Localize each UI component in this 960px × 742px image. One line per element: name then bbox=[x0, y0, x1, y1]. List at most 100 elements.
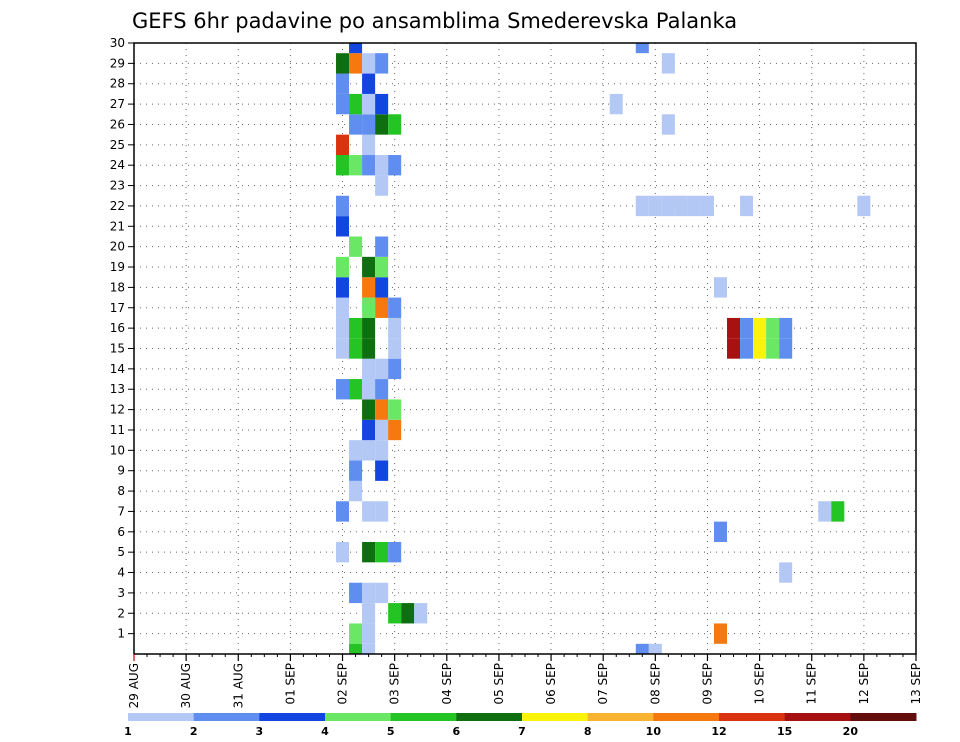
heatmap-cell bbox=[349, 93, 363, 115]
x-tick-label: 03 SEP bbox=[388, 663, 402, 705]
heatmap-cell bbox=[362, 358, 376, 380]
colorbar: 1 2 3 4 5 6 7 8 10 12 15 20 bbox=[124, 713, 917, 738]
heatmap-cell bbox=[362, 277, 376, 298]
heatmap-cell bbox=[740, 317, 754, 339]
heatmap-cell bbox=[648, 643, 662, 654]
heatmap-cell bbox=[375, 175, 389, 196]
heatmap-cell bbox=[375, 419, 389, 441]
heatmap-cell bbox=[349, 379, 363, 400]
colorbar-swatch bbox=[850, 713, 917, 721]
heatmap-cell bbox=[375, 53, 389, 74]
heatmap-cell bbox=[779, 317, 793, 339]
colorbar-swatch bbox=[390, 713, 457, 721]
heatmap-cell bbox=[388, 338, 402, 359]
colorbar-swatch bbox=[784, 713, 851, 721]
colorbar-swatch bbox=[325, 713, 392, 721]
heatmap-cell bbox=[661, 195, 675, 217]
heatmap-cell bbox=[349, 155, 363, 176]
colorbar-label: 5 bbox=[387, 725, 395, 738]
heatmap-cell bbox=[349, 114, 363, 135]
heatmap-cell bbox=[740, 195, 754, 217]
colorbar-label: 12 bbox=[711, 725, 726, 738]
y-tick-label: 16 bbox=[110, 321, 125, 335]
colorbar-swatch bbox=[259, 713, 326, 721]
heatmap-cell bbox=[375, 256, 389, 278]
colorbar-swatch bbox=[193, 713, 260, 721]
heatmap-cell bbox=[375, 399, 389, 420]
heatmap-cell bbox=[362, 256, 376, 278]
heatmap-cell bbox=[375, 501, 389, 522]
heatmap-cell bbox=[648, 195, 662, 217]
y-tick-label: 17 bbox=[110, 301, 125, 315]
heatmap-cell bbox=[349, 338, 363, 359]
heatmap-cell bbox=[779, 338, 793, 359]
y-tick-label: 8 bbox=[117, 484, 125, 498]
x-tick-label: 10 SEP bbox=[753, 663, 767, 705]
y-tick-label: 24 bbox=[110, 158, 125, 172]
heatmap-cell bbox=[727, 338, 741, 359]
heatmap-cell bbox=[388, 358, 402, 380]
heatmap-cell bbox=[336, 379, 350, 400]
heatmap-cell bbox=[375, 277, 389, 298]
heatmap-cell bbox=[388, 155, 402, 176]
heatmap-cell bbox=[727, 317, 741, 339]
heatmap-cell bbox=[375, 541, 389, 563]
heatmap-cell bbox=[635, 43, 649, 54]
heatmap-cell bbox=[375, 379, 389, 400]
heatmap-cell bbox=[766, 317, 780, 339]
y-tick-label: 10 bbox=[110, 443, 125, 457]
heatmap-cell bbox=[336, 73, 350, 94]
colorbar-label: 10 bbox=[646, 725, 662, 738]
heatmap-cell bbox=[349, 43, 363, 54]
heatmap-cell bbox=[362, 419, 376, 441]
heatmap-cell bbox=[362, 338, 376, 359]
heatmap-cell bbox=[336, 277, 350, 298]
heatmap-cell bbox=[362, 582, 376, 604]
y-tick-label: 25 bbox=[110, 138, 125, 152]
heatmap-cell bbox=[349, 317, 363, 339]
y-tick-label: 22 bbox=[110, 199, 125, 213]
heatmap-cell bbox=[362, 73, 376, 94]
x-tick-label: 04 SEP bbox=[440, 663, 454, 705]
heatmap-cell bbox=[362, 643, 376, 654]
colorbar-swatch bbox=[128, 713, 195, 721]
y-tick-label: 6 bbox=[117, 525, 125, 539]
x-tick-label: 02 SEP bbox=[336, 663, 350, 705]
heatmap-cell bbox=[375, 155, 389, 176]
y-tick-label: 7 bbox=[117, 504, 125, 518]
heatmap-cell bbox=[388, 297, 402, 318]
heatmap-cell bbox=[349, 460, 363, 481]
heatmap-cell bbox=[349, 582, 363, 604]
y-tick-label: 2 bbox=[117, 606, 125, 620]
heatmap-cell bbox=[388, 419, 402, 441]
y-tick-label: 20 bbox=[110, 240, 125, 254]
heatmap-cell bbox=[753, 317, 767, 339]
heatmap-cell bbox=[375, 297, 389, 318]
y-tick-label: 5 bbox=[117, 545, 125, 559]
heatmap-cell bbox=[375, 440, 389, 461]
y-tick-label: 13 bbox=[110, 382, 125, 396]
x-tick-label: 09 SEP bbox=[700, 663, 714, 705]
heatmap-cell bbox=[362, 155, 376, 176]
heatmap-cell bbox=[362, 623, 376, 644]
heatmap-cell bbox=[362, 541, 376, 563]
heatmap-cell bbox=[336, 541, 350, 563]
colorbar-label: 8 bbox=[584, 725, 592, 738]
heatmap-cell bbox=[362, 93, 376, 115]
heatmap-cell bbox=[388, 399, 402, 420]
heatmap-cell bbox=[375, 236, 389, 257]
heatmap-cell bbox=[362, 379, 376, 400]
colorbar-label: 20 bbox=[843, 725, 859, 738]
heatmap-cell bbox=[375, 93, 389, 115]
heatmap-cell bbox=[349, 643, 363, 654]
y-tick-label: 18 bbox=[110, 280, 125, 294]
heatmap-cell bbox=[349, 480, 363, 502]
heatmap-cell bbox=[362, 134, 376, 156]
heatmap-cell bbox=[362, 501, 376, 522]
x-tick-label: 29 AUG bbox=[127, 663, 141, 708]
heatmap-cell bbox=[362, 317, 376, 339]
heatmap-cell bbox=[375, 582, 389, 604]
y-tick-label: 15 bbox=[110, 342, 125, 356]
y-tick-label: 14 bbox=[110, 362, 125, 376]
x-axis: 29 AUG 30 AUG 31 AUG 01 SEP 02 SEP 03 SEP 04 S… bbox=[127, 654, 923, 708]
